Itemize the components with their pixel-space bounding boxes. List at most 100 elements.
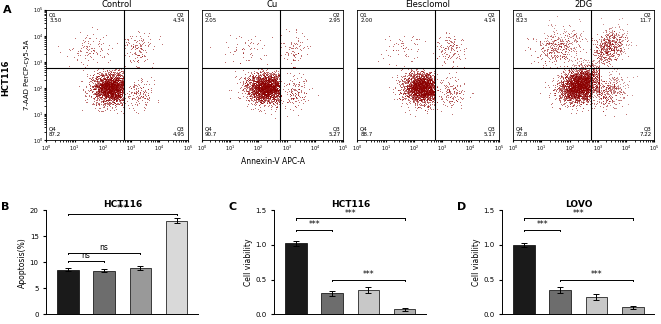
Point — [570, 86, 580, 91]
Point — [408, 74, 418, 79]
Point — [87, 91, 98, 97]
Point — [414, 82, 424, 87]
Point — [623, 43, 633, 48]
Point — [266, 95, 277, 100]
Point — [253, 87, 263, 93]
Point — [104, 81, 114, 86]
Point — [588, 84, 599, 89]
Point — [257, 84, 268, 89]
Point — [106, 95, 116, 100]
Point — [571, 84, 582, 89]
Point — [120, 52, 131, 58]
Point — [119, 96, 130, 101]
Point — [416, 80, 427, 85]
Point — [555, 106, 566, 111]
Point — [258, 89, 269, 94]
Point — [563, 44, 573, 50]
Point — [559, 88, 570, 93]
Point — [271, 86, 282, 91]
Point — [607, 85, 617, 90]
Point — [274, 89, 285, 95]
Point — [245, 86, 255, 91]
Point — [581, 88, 592, 93]
Point — [594, 78, 605, 83]
Point — [135, 45, 145, 50]
Point — [416, 89, 427, 95]
Point — [270, 87, 281, 92]
Point — [236, 85, 247, 90]
Point — [254, 93, 265, 98]
Point — [428, 96, 438, 101]
Point — [564, 90, 574, 95]
Point — [581, 90, 592, 95]
Point — [591, 66, 602, 71]
Point — [112, 86, 122, 91]
Point — [106, 91, 117, 97]
Point — [603, 35, 614, 40]
Point — [416, 95, 426, 100]
Point — [112, 92, 122, 97]
Point — [556, 73, 566, 78]
Point — [105, 74, 116, 79]
Point — [566, 93, 576, 98]
Point — [109, 86, 120, 91]
Point — [609, 89, 620, 95]
Point — [596, 33, 606, 39]
Point — [410, 91, 421, 97]
Point — [581, 79, 592, 84]
Point — [105, 84, 116, 89]
Point — [76, 79, 87, 84]
Point — [424, 75, 435, 80]
Point — [235, 86, 245, 91]
Point — [604, 54, 615, 59]
Point — [258, 84, 269, 89]
Point — [97, 87, 107, 92]
Point — [412, 87, 423, 92]
Point — [115, 77, 126, 83]
Point — [558, 90, 568, 95]
Point — [601, 78, 611, 83]
Point — [414, 82, 425, 87]
Point — [420, 88, 431, 94]
Point — [602, 36, 612, 41]
Point — [264, 88, 275, 93]
Point — [601, 80, 611, 85]
Point — [93, 70, 103, 75]
Point — [543, 40, 554, 45]
Point — [111, 88, 122, 93]
Point — [578, 82, 589, 87]
Point — [106, 92, 116, 97]
Point — [410, 91, 420, 97]
Point — [570, 87, 581, 93]
Point — [104, 79, 115, 85]
Point — [403, 90, 413, 95]
Point — [412, 93, 422, 98]
Point — [555, 55, 566, 61]
Point — [253, 85, 264, 90]
Point — [578, 88, 588, 93]
Point — [112, 88, 123, 94]
Point — [227, 58, 238, 64]
Point — [100, 80, 111, 85]
Point — [412, 49, 422, 54]
Point — [95, 84, 105, 89]
Point — [274, 83, 285, 88]
Point — [568, 75, 579, 80]
Point — [570, 75, 581, 80]
Point — [425, 89, 436, 94]
Point — [582, 77, 592, 82]
Point — [132, 96, 143, 101]
Point — [562, 81, 572, 87]
Point — [572, 68, 582, 73]
Point — [586, 90, 596, 95]
Point — [586, 89, 596, 94]
Point — [570, 85, 580, 90]
Point — [428, 85, 438, 90]
Point — [402, 93, 412, 98]
Point — [251, 79, 262, 84]
Point — [609, 44, 619, 49]
Point — [68, 46, 79, 51]
Point — [288, 46, 298, 51]
Point — [410, 81, 421, 87]
Point — [576, 76, 587, 81]
